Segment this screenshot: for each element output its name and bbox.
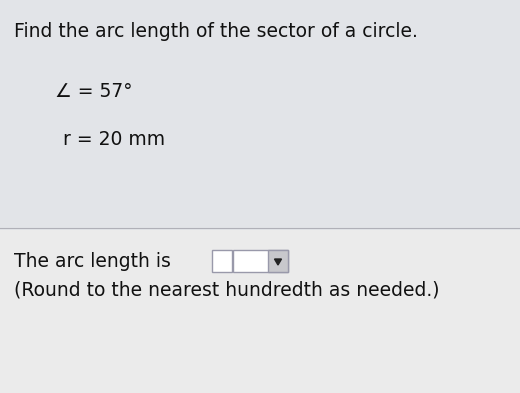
Bar [233,250,288,272]
Bar [268,250,288,272]
Text: The arc length is: The arc length is [14,252,171,271]
Text: (Round to the nearest hundredth as needed.): (Round to the nearest hundredth as neede… [14,280,439,299]
Text: r = 20 mm: r = 20 mm [63,130,165,149]
Text: ∠ = 57°: ∠ = 57° [55,82,133,101]
Bar [0,230,520,393]
Polygon shape [275,259,281,265]
Bar [0,0,520,230]
Text: Find the arc length of the sector of a circle.: Find the arc length of the sector of a c… [14,22,418,41]
Bar [212,250,232,272]
